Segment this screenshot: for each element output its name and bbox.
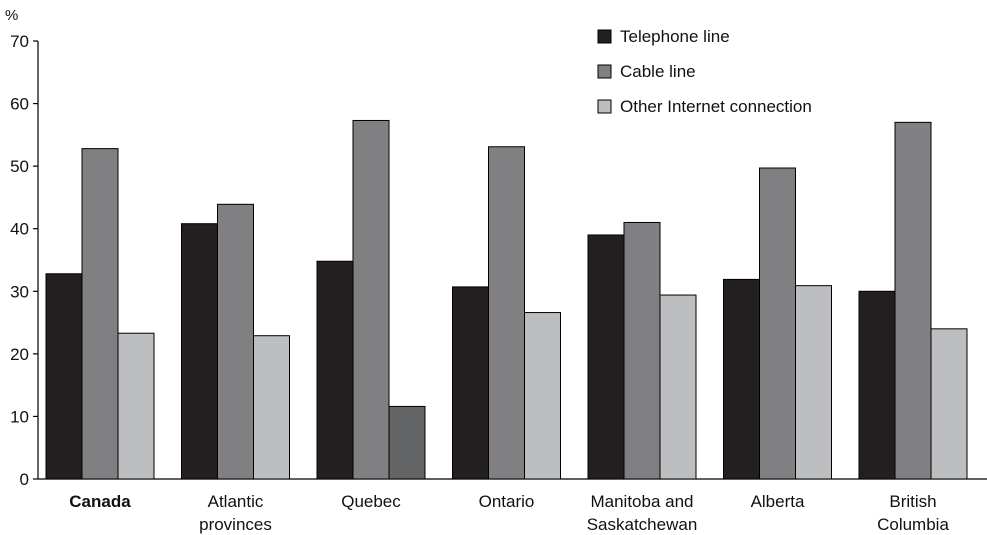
bar-other-internet-connection-atlantic <box>253 335 290 480</box>
category-label-alberta: Alberta <box>751 492 805 511</box>
bar-cable-line-manitoba-and <box>623 221 661 480</box>
bar-telephone-line-ontario <box>452 286 489 480</box>
bar-cable-line-alberta <box>759 167 796 480</box>
bar-cable-line-ontario <box>488 146 525 480</box>
bar-cable-line-atlantic <box>217 203 254 480</box>
y-tick-label: 40 <box>10 220 29 239</box>
category-label-atlantic: Atlantic provinces <box>199 492 272 534</box>
bar-telephone-line-alberta <box>723 278 760 480</box>
bar-telephone-line-british <box>858 290 896 480</box>
legend: Telephone line Cable line Other Internet c… <box>597 27 812 116</box>
category-label-ontario: Ontario <box>479 492 535 511</box>
bar-cable-line-canada <box>81 148 119 480</box>
category-label-manitoba-and: Manitoba and Saskatchewan <box>587 492 698 534</box>
category-labels: Canada Atlantic provinces Quebec Ontario Mani… <box>69 492 949 534</box>
legend-swatch-other-internet-connection <box>597 99 612 114</box>
bar-other-internet-connection-british <box>930 328 968 480</box>
y-tick-label: 20 <box>10 345 29 364</box>
y-tick-label: 70 <box>10 32 29 51</box>
y-tick-label: 50 <box>10 157 29 176</box>
category-label-quebec: Quebec <box>341 492 401 511</box>
bar-telephone-line-atlantic <box>181 223 218 480</box>
bar-other-internet-connection-manitoba-and <box>659 294 697 480</box>
legend-swatch-telephone-line <box>597 29 612 44</box>
legend-label-cable-line: Cable line <box>620 62 696 81</box>
legend-swatch-cable-line <box>597 64 612 79</box>
bar-other-internet-connection-quebec <box>388 405 426 480</box>
bar-telephone-line-manitoba-and <box>587 234 625 480</box>
bar-telephone-line-quebec <box>316 260 354 480</box>
y-unit-label: % <box>5 7 18 24</box>
bar-other-internet-connection-alberta <box>795 285 832 480</box>
legend-label-other-internet-connection: Other Internet connection <box>620 97 812 116</box>
y-tick-label: 60 <box>10 95 29 114</box>
legend-label-telephone-line: Telephone line <box>620 27 730 46</box>
bar-telephone-line-canada <box>45 273 83 480</box>
category-label-canada: Canada <box>69 492 131 511</box>
y-tick-label: 30 <box>10 282 29 301</box>
category-label-british: British Columbia <box>877 492 949 534</box>
y-tick-label: 0 <box>20 470 29 489</box>
bar-cable-line-quebec <box>352 119 390 480</box>
y-tick-label: 10 <box>10 407 29 426</box>
bar-other-internet-connection-canada <box>117 332 155 480</box>
bars <box>45 119 968 480</box>
bar-cable-line-british <box>894 121 932 480</box>
bar-other-internet-connection-ontario <box>524 312 561 480</box>
